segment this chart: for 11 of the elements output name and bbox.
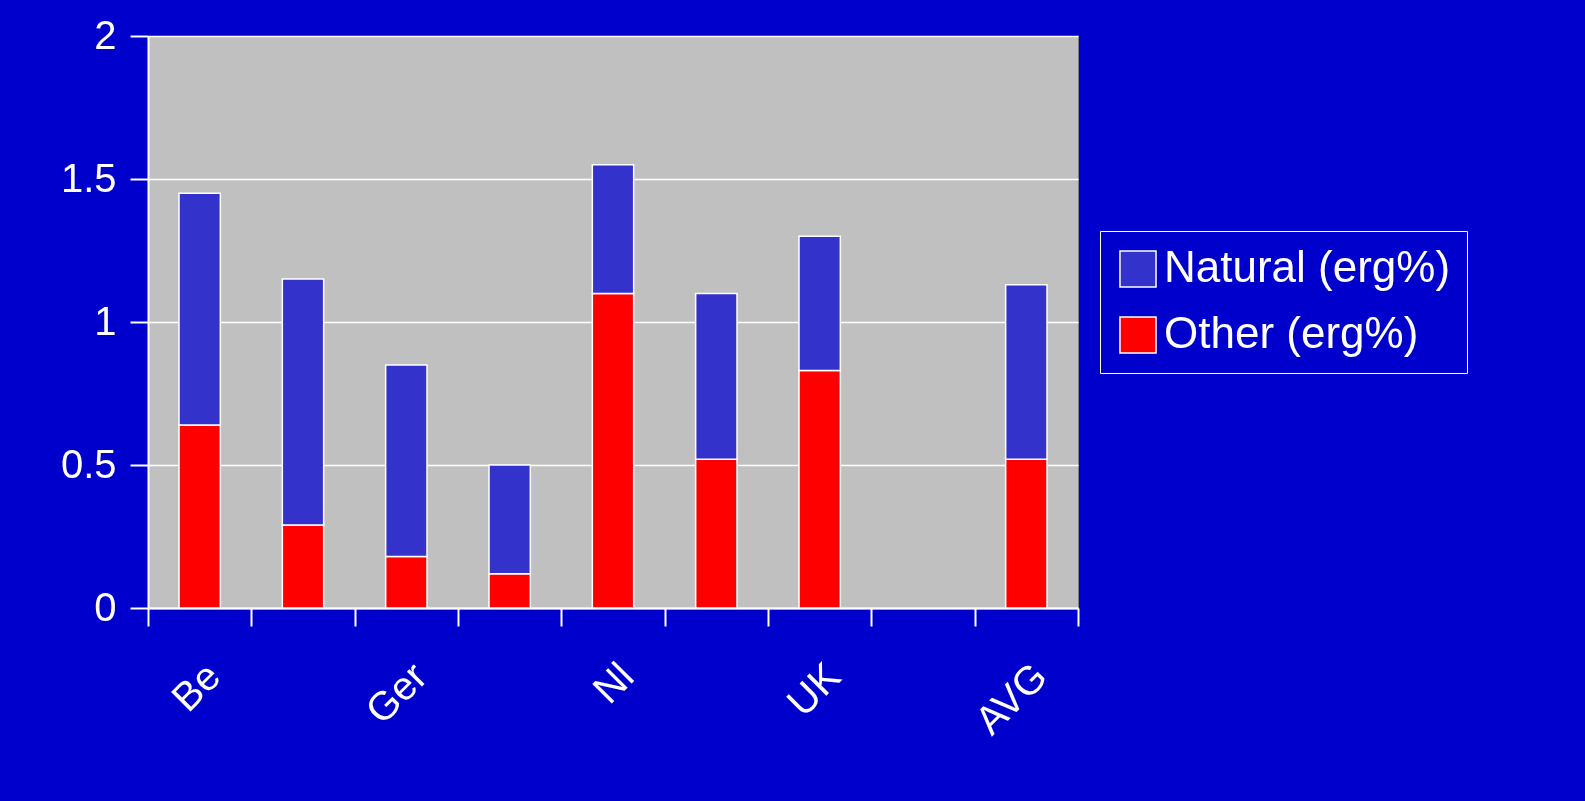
legend-label: Other (erg%) — [1164, 308, 1419, 357]
x-tick-label: Ger — [356, 653, 436, 732]
y-tick-label: 0.5 — [60, 441, 117, 486]
y-tick-label: 2 — [94, 12, 117, 57]
x-tick-label: UK — [778, 653, 849, 725]
y-tick-label: 1 — [94, 298, 117, 343]
x-tick-label: Be — [162, 653, 229, 720]
legend-label: Natural (erg%) — [1164, 242, 1451, 291]
y-tick-label: 0 — [94, 584, 117, 629]
x-tick-label: Nl — [583, 653, 642, 712]
y-tick-label: 1.5 — [60, 155, 117, 200]
